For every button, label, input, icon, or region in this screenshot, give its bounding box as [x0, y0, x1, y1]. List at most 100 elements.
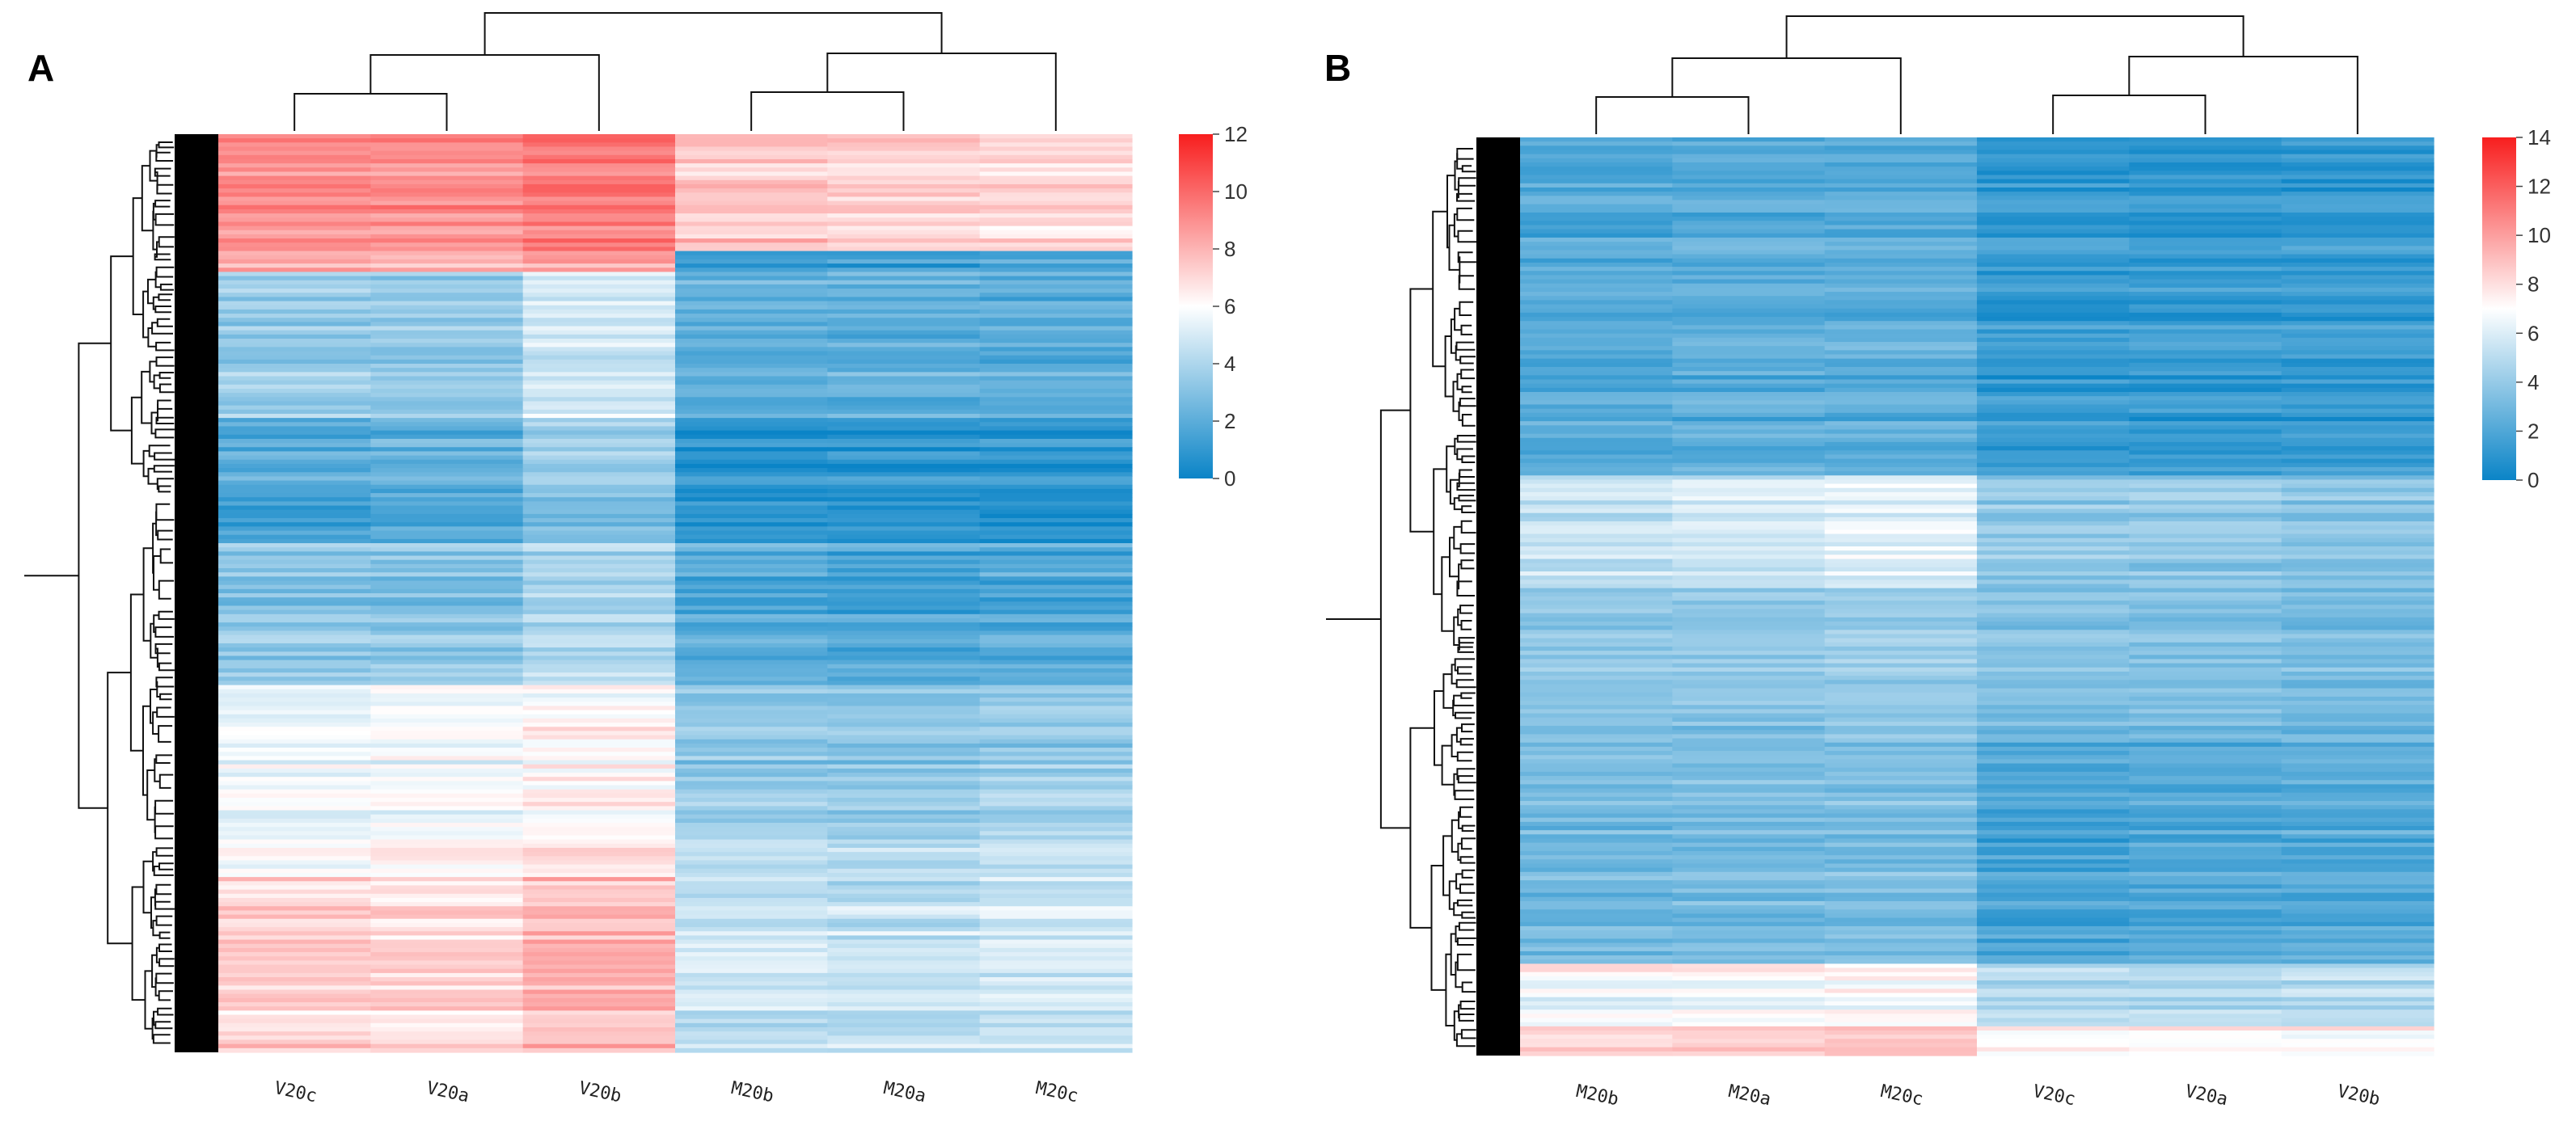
heatmap-cell: [2129, 262, 2283, 268]
heatmap-cell: [2281, 466, 2435, 472]
heatmap-cell: [979, 543, 1133, 548]
heatmap-cell: [1672, 137, 1826, 142]
heatmap-cell: [827, 601, 981, 607]
heatmap-cell: [218, 576, 371, 582]
heatmap-cell: [979, 1010, 1133, 1016]
heatmap-cell: [370, 138, 524, 143]
heatmap-cell: [979, 972, 1133, 978]
heatmap-cell: [1520, 592, 1673, 597]
heatmap-cell: [979, 376, 1133, 381]
heatmap-cell: [218, 297, 371, 302]
heatmap-cell: [218, 200, 371, 206]
heatmap-cell: [218, 463, 371, 469]
heatmap-cell: [675, 643, 828, 648]
heatmap-cell: [1672, 458, 1826, 464]
heatmap-cell: [218, 935, 371, 941]
heatmap-cell: [2129, 863, 2283, 869]
heatmap-cell: [2281, 588, 2435, 593]
heatmap-cell: [675, 247, 828, 252]
heatmap-cell: [1520, 575, 1673, 580]
heatmap-cell: [979, 576, 1133, 582]
heatmap-cell: [370, 255, 524, 260]
heatmap-cell: [218, 785, 371, 790]
heatmap-cell: [218, 756, 371, 761]
heatmap-cell: [218, 388, 371, 394]
heatmap-cell: [522, 597, 676, 602]
heatmap-cell: [218, 947, 371, 953]
heatmap-cell: [979, 630, 1133, 636]
heatmap-cell: [675, 188, 828, 193]
heatmap-cell: [1824, 767, 1978, 773]
heatmap-cell: [1977, 976, 2130, 981]
heatmap-cell: [522, 689, 676, 694]
heatmap-cell: [370, 430, 524, 436]
column-dendrogram: [1595, 15, 2359, 134]
heatmap-cell: [1824, 192, 1978, 196]
heatmap-cell: [827, 977, 981, 982]
heatmap-cell: [522, 163, 676, 168]
heatmap-cell: [675, 935, 828, 941]
heatmap-cell: [2281, 634, 2435, 639]
heatmap-cell: [1977, 325, 2130, 331]
heatmap-cell: [218, 409, 371, 415]
heatmap-cell: [1824, 512, 1978, 518]
heatmap-cell: [1520, 529, 1673, 535]
heatmap-cell: [1520, 441, 1673, 447]
heatmap-cell: [2281, 875, 2435, 881]
heatmap-cell: [675, 723, 828, 727]
heatmap-cell: [1824, 137, 1978, 142]
heatmap-cell: [827, 764, 981, 769]
heatmap-cell: [675, 580, 828, 586]
heatmap-cell: [2281, 333, 2435, 339]
heatmap-cell: [979, 513, 1133, 519]
heatmap-cell: [522, 376, 676, 381]
heatmap-cell: [675, 543, 828, 548]
heatmap-cell: [522, 756, 676, 761]
heatmap-cell: [1977, 930, 2130, 935]
heatmap-cell: [2281, 963, 2435, 969]
heatmap-cell: [1520, 630, 1673, 635]
heatmap-cell: [1672, 925, 1826, 931]
heatmap-cell: [2129, 742, 2283, 748]
heatmap-cell: [1520, 617, 1673, 622]
heatmap-cell: [2129, 175, 2283, 180]
heatmap-cell: [827, 997, 981, 1003]
heatmap-cell: [675, 393, 828, 398]
heatmap-cell: [1520, 196, 1673, 201]
row-dendrogram-link: [150, 689, 158, 724]
heatmap-cell: [2281, 429, 2435, 435]
heatmap-cell: [2281, 308, 2435, 314]
heatmap-cell: [218, 397, 371, 403]
heatmap-cell: [1520, 212, 1673, 217]
heatmap-cell: [979, 534, 1133, 540]
heatmap-cell: [827, 443, 981, 448]
heatmap-cell: [979, 639, 1133, 644]
heatmap-cell: [218, 526, 371, 532]
heatmap-cell: [827, 672, 981, 677]
heatmap-cell: [370, 459, 524, 465]
heatmap-cell: [370, 476, 524, 482]
heatmap-cell: [675, 280, 828, 285]
heatmap-cell: [1824, 972, 1978, 977]
heatmap-cell: [2281, 680, 2435, 685]
heatmap-cell: [218, 768, 371, 773]
heatmap-cell: [827, 781, 981, 786]
heatmap-cell: [675, 322, 828, 327]
heatmap-cell: [1824, 450, 1978, 456]
heatmap-cell: [1977, 571, 2130, 576]
heatmap-cell: [218, 773, 371, 778]
heatmap-cell: [979, 852, 1133, 857]
heatmap-cell: [1824, 250, 1978, 255]
heatmap-cell: [522, 993, 676, 999]
heatmap-cell: [1977, 997, 2130, 1002]
heatmap-cell: [2281, 246, 2435, 251]
heatmap-cell: [827, 647, 981, 652]
heatmap-cell: [979, 960, 1133, 966]
heatmap-cell: [1977, 504, 2130, 510]
heatmap-cell: [2281, 516, 2435, 522]
heatmap-cell: [522, 179, 676, 185]
heatmap-cell: [1672, 483, 1826, 489]
heatmap-cell: [1977, 542, 2130, 547]
heatmap-cell: [1824, 183, 1978, 188]
heatmap-cell: [522, 1018, 676, 1024]
